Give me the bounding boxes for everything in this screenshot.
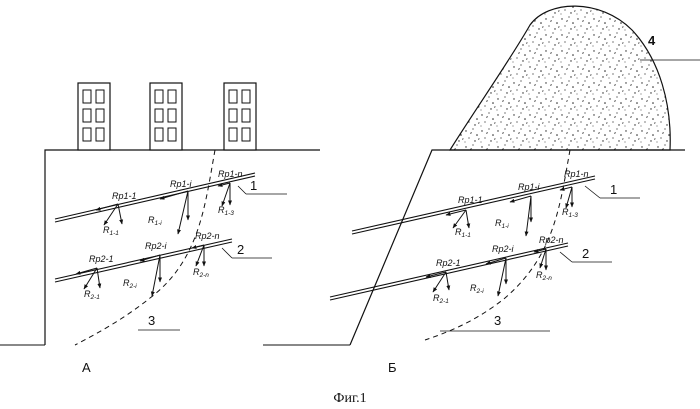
embankment bbox=[450, 6, 670, 150]
force-label-a-1-1: Rp1-1 bbox=[112, 191, 137, 201]
anchor-2-vectors-b bbox=[426, 249, 546, 296]
reaction-label-b-1-i: R1-i bbox=[495, 218, 509, 230]
reaction-label-a-1-3: R1-3 bbox=[218, 205, 234, 217]
reaction-label-b-2-n: R2-n bbox=[536, 270, 552, 282]
force-label-a-2-n: Rp2-n bbox=[195, 231, 220, 241]
force-label-a-2-1: Rp2-1 bbox=[89, 254, 114, 264]
force-label-b-1-n: Rp1-n bbox=[564, 169, 589, 179]
anchor-2-rod-b-lower bbox=[330, 246, 568, 300]
panel-label-a: А bbox=[82, 360, 91, 375]
slip-number-b: 3 bbox=[494, 313, 501, 328]
force-label-b-1-i: Rp1-i bbox=[518, 182, 541, 192]
reaction-label-b-1-1: R1-1 bbox=[455, 227, 471, 239]
anchor-2-number-a: 2 bbox=[237, 242, 244, 257]
force-label-b-2-1: Rp2-1 bbox=[436, 258, 461, 268]
ground-profile-b bbox=[350, 150, 685, 345]
anchor-1-leader-b bbox=[585, 186, 600, 198]
panel-b: 4 1 Rp1-1 Rp1-i Rp1-n R1-1 R1-i R1-3 bbox=[263, 6, 700, 375]
panel-a: 1 Rp1-1 Rp1-i Rp1-n R1-1 R1-i R1-3 2 bbox=[0, 83, 320, 375]
buildings bbox=[78, 83, 256, 150]
reaction-label-b-2-1: R2-1 bbox=[433, 293, 449, 305]
reaction-label-a-1-i: R1-i bbox=[148, 215, 162, 227]
force-label-b-2-n: Rp2-n bbox=[539, 235, 564, 245]
reaction-label-a-2-i: R2-i bbox=[123, 278, 137, 290]
reaction-label-b-1-3: R1-3 bbox=[562, 207, 578, 219]
reaction-label-a-2-1: R2-1 bbox=[84, 289, 100, 301]
force-label-a-2-i: Rp2-i bbox=[145, 241, 168, 251]
anchor-1-leader-a bbox=[238, 186, 246, 194]
anchor-1-number-b: 1 bbox=[610, 182, 617, 197]
anchor-2-leader-b bbox=[560, 252, 572, 262]
reaction-label-a-1-1: R1-1 bbox=[103, 225, 119, 237]
anchor-1-number-a: 1 bbox=[250, 178, 257, 193]
panel-label-b: Б bbox=[388, 360, 397, 375]
slip-number-a: 3 bbox=[148, 313, 155, 328]
anchor-2-leader-a bbox=[222, 248, 232, 258]
embankment-number: 4 bbox=[648, 33, 656, 48]
figure-caption: Фиг.1 bbox=[333, 391, 366, 406]
force-label-a-1-n: Rp1-n bbox=[218, 169, 243, 179]
reaction-label-b-2-i: R2-i bbox=[470, 283, 484, 295]
force-label-b-2-i: Rp2-i bbox=[492, 244, 515, 254]
force-label-b-1-1: Rp1-1 bbox=[458, 195, 483, 205]
reaction-label-a-2-n: R2-n bbox=[193, 267, 209, 279]
force-label-a-1-i: Rp1-i bbox=[170, 179, 193, 189]
anchor-2-number-b: 2 bbox=[582, 246, 589, 261]
